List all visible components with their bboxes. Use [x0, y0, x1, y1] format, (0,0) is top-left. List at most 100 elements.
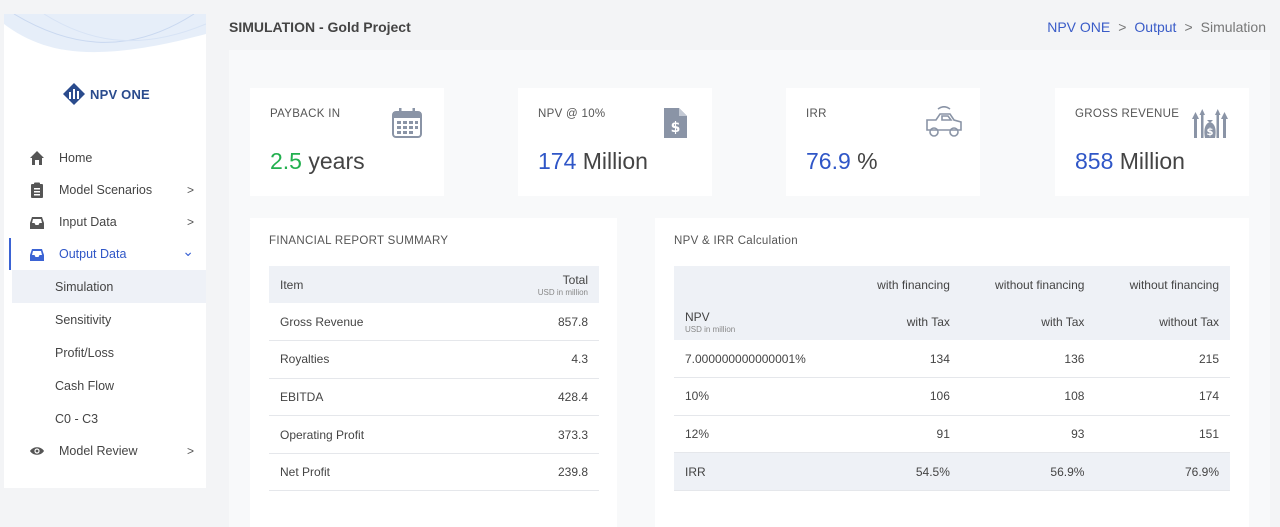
column-header-total: Total USD in million: [465, 266, 599, 303]
eye-icon: [28, 442, 46, 460]
card-label: GROSS REVENUE: [1075, 108, 1180, 120]
column-subheader-with-tax: with Tax: [846, 303, 961, 340]
row-value: 106: [929, 389, 950, 404]
row-item: Royalties: [280, 352, 330, 367]
irr-unit: %: [857, 148, 878, 174]
column-header-total-unit: USD in million: [537, 287, 588, 297]
sidebar-item-output-data[interactable]: Output Data ⌄: [4, 238, 206, 270]
outbox-icon: [28, 245, 46, 263]
sidebar-subitem-cash-flow[interactable]: Cash Flow: [55, 378, 115, 393]
sidebar-subitem-c0-c3[interactable]: C0 - C3: [55, 411, 99, 426]
breadcrumb-separator: >: [1184, 19, 1193, 35]
panel-title: FINANCIAL REPORT SUMMARY: [269, 235, 449, 247]
truck-icon: [926, 106, 962, 137]
clipboard-icon: [28, 181, 46, 199]
npv-number: 174: [538, 148, 577, 174]
sidebar-item-model-review[interactable]: Model Review >: [4, 435, 206, 467]
breadcrumb: NPV ONE > Output > Simulation: [1047, 19, 1266, 35]
npv-irr-panel: NPV & IRR Calculation with financing wit…: [655, 218, 1249, 527]
chevron-right-icon: >: [186, 215, 194, 229]
row-total: 373.3: [557, 427, 588, 442]
row-total: 857.8: [557, 314, 588, 329]
row-value: 174: [1198, 389, 1219, 404]
sidebar-item-label: Input Data: [59, 215, 117, 229]
page-title: SIMULATION - Gold Project: [229, 19, 411, 35]
header-wave-decoration: [4, 14, 206, 53]
irr-value: 54.5%: [915, 464, 950, 479]
table-row: 12% 91 93 151: [674, 415, 1230, 453]
sidebar-subitem-profit-loss[interactable]: Profit/Loss: [55, 345, 115, 360]
row-value: 108: [1064, 389, 1085, 404]
table-row: Royalties 4.3: [269, 341, 599, 379]
sidebar-subitem-simulation[interactable]: Simulation: [12, 270, 206, 303]
chevron-down-icon: ⌄: [182, 243, 194, 259]
npv-label: NPV: [685, 309, 710, 324]
financial-report-table: Item Total USD in million Gross Revenue …: [269, 266, 599, 491]
row-rate: 10%: [685, 389, 710, 404]
table-row: Gross Revenue 857.8: [269, 303, 599, 341]
breadcrumb-current: Simulation: [1200, 19, 1266, 35]
row-item: Gross Revenue: [280, 314, 364, 329]
home-icon: [28, 149, 46, 167]
table-row: Operating Profit 373.3: [269, 416, 599, 454]
sidebar-item-home[interactable]: Home: [4, 142, 206, 174]
column-header-item: Item: [269, 266, 466, 303]
sidebar-item-model-scenarios[interactable]: Model Scenarios >: [4, 174, 206, 206]
row-value: 151: [1198, 426, 1219, 441]
panel-title: NPV & IRR Calculation: [674, 235, 798, 247]
card-value: 2.5 years: [270, 148, 365, 175]
svg-text:$: $: [671, 120, 681, 136]
financial-report-panel: FINANCIAL REPORT SUMMARY Item Total USD …: [250, 218, 617, 527]
table-row: Net Profit 239.8: [269, 453, 599, 491]
sidebar-item-label: Model Scenarios: [59, 183, 153, 197]
npv-irr-table: with financing without financing without…: [674, 266, 1230, 491]
irr-row: IRR 54.5% 56.9% 76.9%: [674, 452, 1230, 491]
column-header-total-label: Total: [562, 272, 588, 287]
npv-unit: Million: [582, 148, 648, 174]
gross-revenue-card: GROSS REVENUE $ 858 Million: [1055, 88, 1249, 196]
row-value: 134: [929, 351, 950, 366]
table-row: EBITDA 428.4: [269, 378, 599, 416]
sidebar-item-input-data[interactable]: Input Data >: [4, 206, 206, 238]
card-value: 76.9 %: [806, 148, 878, 175]
chevron-right-icon: >: [186, 183, 194, 197]
sidebar-item-label: Home: [59, 151, 93, 165]
breadcrumb-output-link[interactable]: Output: [1134, 19, 1177, 35]
chevron-right-icon: >: [186, 444, 194, 458]
breadcrumb-separator: >: [1118, 19, 1127, 35]
irr-value: 76.9%: [1184, 464, 1219, 479]
sidebar-nav: Home Model Scenarios > Input Data > Outp…: [4, 142, 206, 467]
logo[interactable]: NPV ONE: [62, 82, 150, 106]
card-label: IRR: [806, 108, 827, 120]
sidebar-subitem-sensitivity[interactable]: Sensitivity: [55, 312, 112, 327]
npv-card: NPV @ 10% $ 174 Million: [518, 88, 712, 196]
column-subheader-without-tax: without Tax: [1095, 303, 1230, 340]
npv-unit: USD in million: [685, 324, 736, 334]
breadcrumb-root-link[interactable]: NPV ONE: [1047, 19, 1111, 35]
payback-card: PAYBACK IN 2.5 years: [250, 88, 444, 196]
row-total: 239.8: [557, 465, 588, 480]
column-header-blank: [674, 266, 847, 303]
row-value: 136: [1064, 351, 1085, 366]
card-value: 174 Million: [538, 148, 648, 175]
column-header-without-financing: without financing: [960, 266, 1096, 303]
table-row: 7.000000000000001% 134 136 215: [674, 340, 1230, 378]
row-value: 215: [1198, 351, 1219, 366]
row-item: Net Profit: [280, 465, 331, 480]
column-subheader-with-tax: with Tax: [960, 303, 1096, 340]
logo-text: NPV ONE: [90, 86, 150, 102]
sidebar-item-label: Output Data: [59, 247, 127, 261]
calendar-icon: [392, 108, 422, 138]
column-header-without-financing: without financing: [1095, 266, 1230, 303]
dollar-document-icon: $: [664, 108, 687, 138]
svg-text:$: $: [1207, 127, 1214, 138]
logo-icon: [63, 83, 85, 105]
row-total: 4.3: [571, 352, 588, 367]
irr-label: IRR: [685, 464, 706, 479]
money-bag-icon: $: [1192, 109, 1228, 138]
inbox-icon: [28, 213, 46, 231]
payback-unit: years: [308, 148, 365, 174]
sidebar-item-label: Model Review: [59, 444, 138, 458]
revenue-number: 858: [1075, 148, 1114, 174]
row-value: 93: [1071, 426, 1085, 441]
